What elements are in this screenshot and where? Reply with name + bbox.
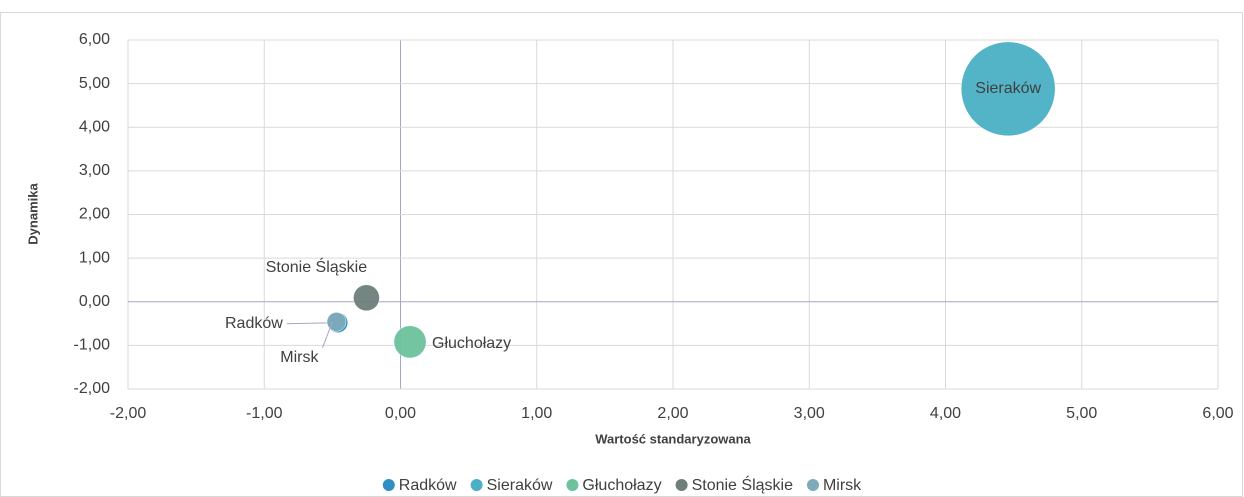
chart-border xyxy=(0,12,1243,497)
y-tick-label: 5,00 xyxy=(79,75,110,92)
x-tick-label: 2,00 xyxy=(657,405,688,422)
data-label: Mirsk xyxy=(280,349,319,366)
x-tick-label: 0,00 xyxy=(385,405,416,422)
y-tick-label: 0,00 xyxy=(79,293,110,310)
legend-label: Radków xyxy=(399,477,457,494)
y-tick-label: 3,00 xyxy=(79,162,110,179)
x-tick-label: 5,00 xyxy=(1066,405,1097,422)
legend-label: Sieraków xyxy=(487,477,553,494)
legend-marker xyxy=(675,479,688,491)
legend-label: Mirsk xyxy=(823,477,862,494)
legend-marker xyxy=(566,479,579,491)
bubble xyxy=(960,41,1056,137)
y-axis-title: Dynamika xyxy=(25,183,40,245)
bubble xyxy=(326,312,347,332)
legend-marker xyxy=(806,479,819,491)
y-tick-label: 6,00 xyxy=(79,31,110,48)
x-tick-label: 1,00 xyxy=(521,405,552,422)
legend-label: Stonie Śląskie xyxy=(692,475,793,494)
x-tick-label: 3,00 xyxy=(794,405,825,422)
x-tick-label: 4,00 xyxy=(930,405,961,422)
y-tick-label: -2,00 xyxy=(74,380,111,397)
x-tick-label: -2,00 xyxy=(110,405,147,422)
y-tick-label: 2,00 xyxy=(79,206,110,223)
leader-line xyxy=(286,322,334,325)
y-tick-label: 4,00 xyxy=(79,118,110,135)
x-tick-label: 6,00 xyxy=(1202,405,1233,422)
legend-marker xyxy=(470,479,483,491)
bubble xyxy=(353,284,380,312)
y-tick-label: -1,00 xyxy=(74,337,111,354)
bubble xyxy=(393,325,427,359)
data-label: Radków xyxy=(225,315,283,332)
x-axis-title: Wartość standaryzowana xyxy=(595,431,751,446)
leader-line xyxy=(321,321,333,348)
legend-label: Głuchołazy xyxy=(582,477,661,494)
data-label: Sieraków xyxy=(975,80,1041,97)
legend-marker xyxy=(382,479,395,491)
data-label: Głuchołazy xyxy=(432,335,511,352)
x-tick-label: -1,00 xyxy=(246,405,283,422)
data-label: Stonie Śląskie xyxy=(266,257,367,276)
y-tick-label: 1,00 xyxy=(79,249,110,266)
